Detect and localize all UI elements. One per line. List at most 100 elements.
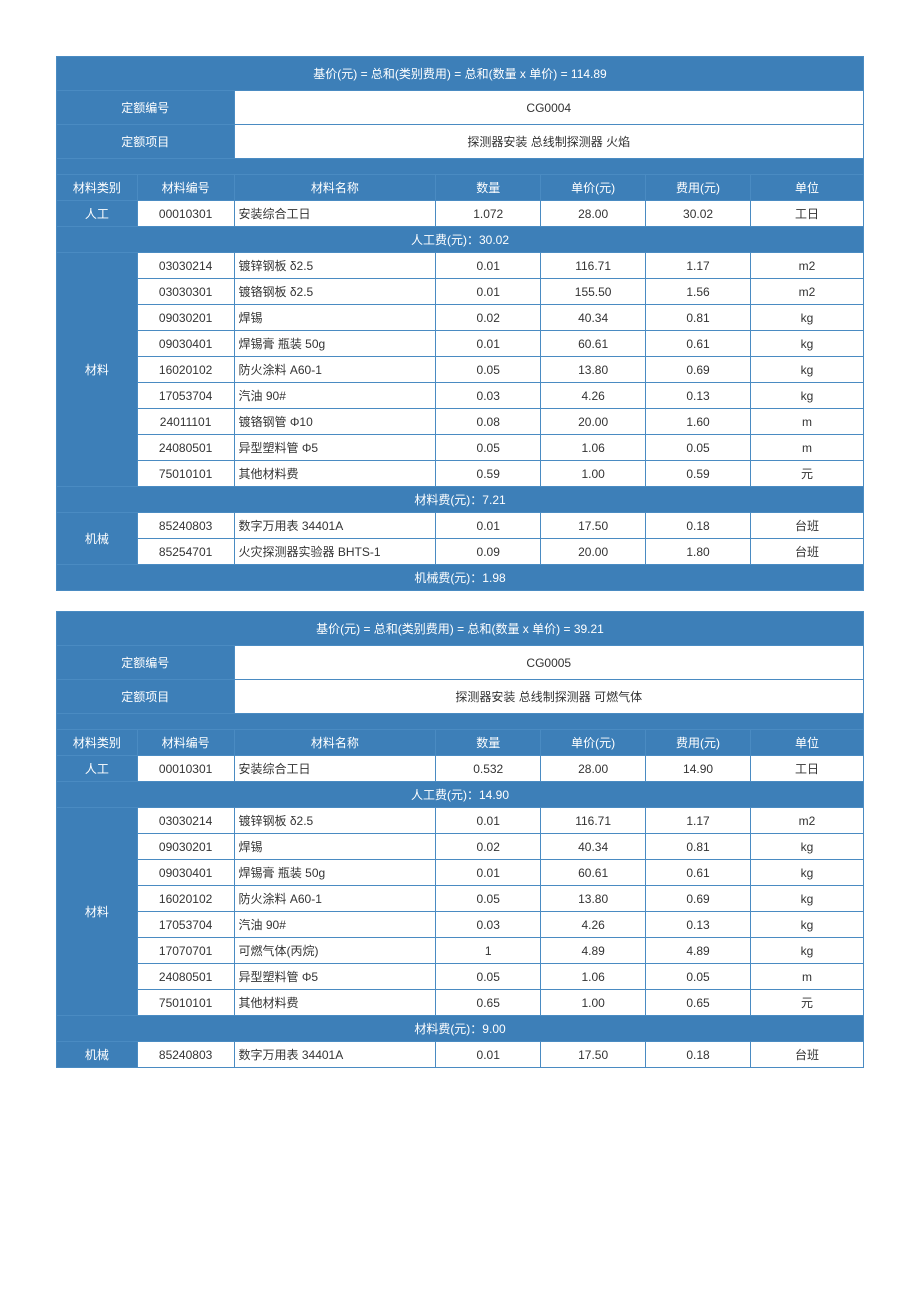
quota-table: 基价(元) = 总和(类别费用) = 总和(数量 x 单价) = 114.89定… xyxy=(56,56,864,591)
material-name: 焊锡 xyxy=(234,834,436,860)
table-row: 09030201焊锡0.0240.340.81kg xyxy=(57,834,864,860)
material-code: 00010301 xyxy=(137,201,234,227)
cost: 1.56 xyxy=(646,279,751,305)
category-cell: 材料 xyxy=(57,253,138,487)
cost: 0.05 xyxy=(646,964,751,990)
unit-price: 116.71 xyxy=(541,253,646,279)
material-code: 16020102 xyxy=(137,886,234,912)
cost: 0.69 xyxy=(646,886,751,912)
cost: 30.02 xyxy=(646,201,751,227)
price-formula: 基价(元) = 总和(类别费用) = 总和(数量 x 单价) = 39.21 xyxy=(57,612,864,646)
unit: 台班 xyxy=(750,513,863,539)
unit: 元 xyxy=(750,990,863,1016)
material-code: 09030401 xyxy=(137,860,234,886)
unit-price: 4.26 xyxy=(541,912,646,938)
unit: 台班 xyxy=(750,539,863,565)
quota-code-label: 定额编号 xyxy=(57,91,235,125)
table-row: 机械85240803数字万用表 34401A0.0117.500.18台班 xyxy=(57,1042,864,1068)
unit: kg xyxy=(750,912,863,938)
quantity: 0.05 xyxy=(436,964,541,990)
quota-code-label: 定额编号 xyxy=(57,646,235,680)
unit-price: 13.80 xyxy=(541,357,646,383)
subtotal-row: 材料费(元)：9.00 xyxy=(57,1016,864,1042)
subtotal-row: 机械费(元)：1.98 xyxy=(57,565,864,591)
unit: 元 xyxy=(750,461,863,487)
material-name: 焊锡膏 瓶装 50g xyxy=(234,860,436,886)
material-name: 可燃气体(丙烷) xyxy=(234,938,436,964)
subtotal-text: 机械费(元)：1.98 xyxy=(57,565,864,591)
unit-price: 1.06 xyxy=(541,435,646,461)
table-row: 24011101镀铬钢管 Φ100.0820.001.60m xyxy=(57,409,864,435)
column-header-row: 材料类别材料编号材料名称数量单价(元)费用(元)单位 xyxy=(57,175,864,201)
table-row: 24080501异型塑料管 Φ50.051.060.05m xyxy=(57,435,864,461)
quantity: 0.01 xyxy=(436,331,541,357)
cost: 4.89 xyxy=(646,938,751,964)
material-code: 16020102 xyxy=(137,357,234,383)
subtotal-text: 材料费(元)：9.00 xyxy=(57,1016,864,1042)
quota-item-label: 定额项目 xyxy=(57,680,235,714)
material-name: 异型塑料管 Φ5 xyxy=(234,435,436,461)
material-name: 火灾探测器实验器 BHTS-1 xyxy=(234,539,436,565)
material-code: 85254701 xyxy=(137,539,234,565)
quantity: 0.03 xyxy=(436,912,541,938)
unit-price: 1.00 xyxy=(541,990,646,1016)
material-code: 03030301 xyxy=(137,279,234,305)
cost: 0.81 xyxy=(646,834,751,860)
quota-code-value: CG0005 xyxy=(234,646,863,680)
subtotal-row: 材料费(元)：7.21 xyxy=(57,487,864,513)
column-header: 材料编号 xyxy=(137,175,234,201)
unit-price: 17.50 xyxy=(541,1042,646,1068)
material-code: 75010101 xyxy=(137,461,234,487)
unit: m xyxy=(750,409,863,435)
page-root: 基价(元) = 总和(类别费用) = 总和(数量 x 单价) = 114.89定… xyxy=(56,56,864,1068)
table-row: 16020102防火涂料 A60-10.0513.800.69kg xyxy=(57,886,864,912)
category-cell: 材料 xyxy=(57,808,138,1016)
table-row: 24080501异型塑料管 Φ50.051.060.05m xyxy=(57,964,864,990)
quota-code-value: CG0004 xyxy=(234,91,863,125)
material-name: 数字万用表 34401A xyxy=(234,1042,436,1068)
unit: kg xyxy=(750,834,863,860)
unit-price: 155.50 xyxy=(541,279,646,305)
spacer xyxy=(57,159,864,175)
price-formula: 基价(元) = 总和(类别费用) = 总和(数量 x 单价) = 114.89 xyxy=(57,57,864,91)
quantity: 0.01 xyxy=(436,860,541,886)
table-row: 17070701可燃气体(丙烷)14.894.89kg xyxy=(57,938,864,964)
quantity: 0.02 xyxy=(436,305,541,331)
unit: kg xyxy=(750,305,863,331)
quantity: 0.01 xyxy=(436,513,541,539)
unit-price: 20.00 xyxy=(541,539,646,565)
unit: 工日 xyxy=(750,201,863,227)
subtotal-row: 人工费(元)：14.90 xyxy=(57,782,864,808)
material-code: 85240803 xyxy=(137,1042,234,1068)
cost: 0.13 xyxy=(646,912,751,938)
table-row: 机械85240803数字万用表 34401A0.0117.500.18台班 xyxy=(57,513,864,539)
column-header: 数量 xyxy=(436,730,541,756)
unit-price: 28.00 xyxy=(541,201,646,227)
category-cell: 机械 xyxy=(57,1042,138,1068)
column-header: 材料名称 xyxy=(234,730,436,756)
cost: 0.61 xyxy=(646,860,751,886)
unit-price: 17.50 xyxy=(541,513,646,539)
cost: 1.60 xyxy=(646,409,751,435)
column-header: 费用(元) xyxy=(646,730,751,756)
material-code: 09030201 xyxy=(137,834,234,860)
quantity: 0.59 xyxy=(436,461,541,487)
unit: 工日 xyxy=(750,756,863,782)
quota-block: 基价(元) = 总和(类别费用) = 总和(数量 x 单价) = 39.21定额… xyxy=(56,611,864,1068)
quantity: 0.09 xyxy=(436,539,541,565)
material-code: 03030214 xyxy=(137,253,234,279)
material-code: 75010101 xyxy=(137,990,234,1016)
table-row: 75010101其他材料费0.651.000.65元 xyxy=(57,990,864,1016)
material-name: 防火涂料 A60-1 xyxy=(234,886,436,912)
quantity: 1 xyxy=(436,938,541,964)
subtotal-row: 人工费(元)：30.02 xyxy=(57,227,864,253)
column-header: 单位 xyxy=(750,730,863,756)
table-row: 09030401焊锡膏 瓶装 50g0.0160.610.61kg xyxy=(57,860,864,886)
unit-price: 4.26 xyxy=(541,383,646,409)
material-code: 24011101 xyxy=(137,409,234,435)
quantity: 1.072 xyxy=(436,201,541,227)
material-code: 85240803 xyxy=(137,513,234,539)
subtotal-text: 人工费(元)：14.90 xyxy=(57,782,864,808)
material-name: 镀锌钢板 δ2.5 xyxy=(234,808,436,834)
column-header: 单位 xyxy=(750,175,863,201)
